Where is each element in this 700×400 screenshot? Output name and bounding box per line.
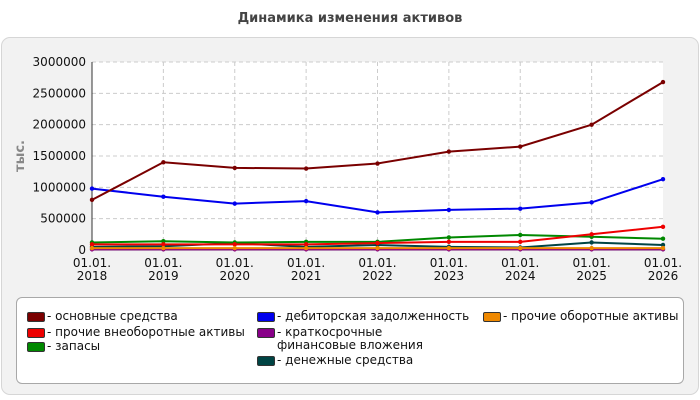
x-tick-label: 2018: [77, 269, 108, 283]
data-point: [518, 206, 523, 211]
x-tick-label: 01.01.: [358, 256, 396, 270]
legend-label: - основные средства: [47, 309, 178, 323]
x-tick-label: 01.01.: [144, 256, 182, 270]
legend-swatch: [27, 328, 45, 338]
y-tick-labels: 0 500000 1000000 1500000 2000000 2500000 30000…: [33, 55, 86, 257]
x-tick-label: 01.01.: [644, 256, 682, 270]
x-tick-label: 2021: [291, 269, 322, 283]
data-point: [89, 197, 95, 203]
y-tick-label: 1500000: [33, 149, 86, 163]
legend-item-inventory: - запасы: [27, 340, 100, 353]
data-point: [518, 245, 523, 251]
data-point: [446, 235, 452, 240]
data-point: [375, 240, 380, 246]
legend-swatch: [257, 312, 275, 322]
x-tick-label: 01.01.: [573, 256, 611, 270]
data-point: [589, 245, 594, 251]
legend-swatch: [27, 342, 45, 352]
x-tick-label: 01.01.: [287, 256, 325, 270]
data-point: [161, 160, 166, 165]
legend-label: - краткосрочные финансовые вложения: [277, 325, 423, 352]
legend-label: - дебиторская задолженность: [277, 309, 470, 323]
data-point: [589, 240, 594, 245]
data-point: [518, 239, 523, 245]
legend-label: - прочие оборотные активы: [503, 309, 679, 323]
data-point: [89, 245, 95, 251]
data-point: [89, 242, 95, 247]
legend-label: - запасы: [47, 339, 101, 353]
legend-item-other-noncurrent: - прочие внеоборотные активы: [27, 326, 245, 339]
data-point: [518, 144, 523, 149]
data-point: [303, 198, 309, 204]
data-point: [589, 232, 594, 237]
legend-swatch: [27, 312, 45, 322]
x-tick-label: 2019: [148, 269, 179, 283]
legend-item-fixed-assets: - основные средства: [27, 310, 178, 323]
legend-swatch: [483, 312, 501, 322]
x-tick-labels: 01.01.201801.01.201901.01.202001.01.2021…: [73, 256, 682, 283]
data-point: [518, 232, 523, 238]
data-point: [232, 242, 237, 247]
legend-item-receivables: - дебиторская задолженность: [257, 310, 469, 323]
x-tick-label: 01.01.: [501, 256, 539, 270]
data-point: [303, 242, 309, 247]
data-point: [375, 210, 380, 215]
legend-label: - прочие внеоборотные активы: [47, 325, 245, 339]
legend-swatch: [257, 328, 275, 338]
data-point: [446, 239, 452, 245]
series-lines: [89, 79, 666, 252]
data-point: [161, 239, 166, 244]
x-tick-label: 2020: [219, 269, 250, 283]
data-point: [589, 122, 594, 127]
legend-item-cash: - денежные средства: [257, 354, 413, 367]
legend-item-short-term-investments: - краткосрочные финансовые вложения: [257, 326, 457, 352]
data-point: [660, 245, 666, 251]
y-tick-label: 2500000: [33, 86, 86, 100]
data-point: [446, 245, 452, 251]
y-tick-label: 2000000: [33, 118, 86, 132]
y-tick-label: 3000000: [33, 55, 86, 69]
data-point: [375, 161, 380, 166]
data-point: [660, 236, 666, 241]
data-point: [161, 242, 166, 247]
y-axis-label: тыс.: [13, 140, 28, 172]
chart-title: Динамика изменения активов: [237, 11, 463, 26]
data-point: [89, 186, 95, 191]
x-tick-label: 2026: [648, 269, 679, 283]
x-tick-label: 01.01.: [430, 256, 468, 270]
x-tick-label: 2025: [576, 269, 607, 283]
data-point: [375, 245, 380, 251]
y-tick-label: 0: [78, 243, 86, 257]
grid-lines: [92, 61, 663, 250]
x-tick-label: 01.01.: [216, 256, 254, 270]
x-tick-label: 2022: [362, 269, 393, 283]
y-tick-label: 500000: [40, 212, 86, 226]
data-point: [232, 165, 237, 171]
data-point: [446, 149, 452, 154]
data-point: [660, 242, 666, 248]
data-point: [303, 245, 309, 251]
data-point: [161, 245, 166, 251]
data-point: [161, 194, 166, 199]
legend: - основные средства - прочие внеоборотны…: [16, 297, 684, 384]
y-tick-label: 1000000: [33, 180, 86, 194]
legend-item-other-current: - прочие оборотные активы: [483, 310, 679, 323]
x-tick-label: 2024: [505, 269, 536, 283]
data-point: [303, 166, 309, 171]
data-point: [660, 79, 666, 85]
data-point: [660, 224, 666, 230]
x-tick-label: 01.01.: [73, 256, 111, 270]
x-tick-label: 2023: [434, 269, 465, 283]
data-point: [660, 176, 666, 182]
legend-swatch: [257, 356, 275, 366]
data-point: [589, 200, 594, 205]
data-point: [232, 201, 237, 206]
data-point: [232, 245, 237, 251]
data-point: [446, 207, 452, 213]
legend-label: - денежные средства: [277, 353, 414, 367]
